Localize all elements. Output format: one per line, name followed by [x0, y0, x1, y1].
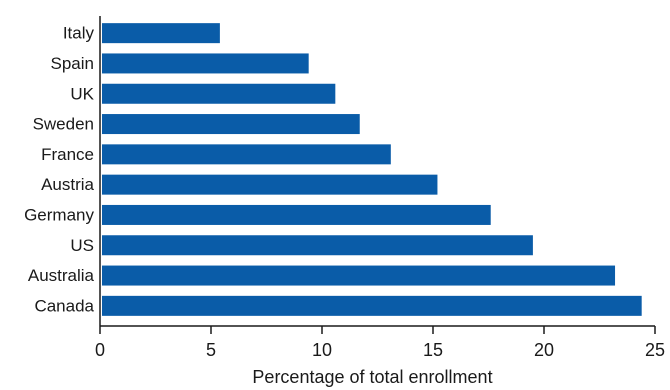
category-label-australia: Australia	[28, 266, 95, 285]
x-tick-label: 15	[423, 340, 443, 360]
category-label-spain: Spain	[51, 54, 94, 73]
x-axis-ticks: 0 5 10 15 20 25	[95, 326, 665, 360]
bar-sweden	[102, 114, 360, 135]
bar-uk	[102, 83, 336, 104]
category-label-france: France	[41, 145, 94, 164]
category-label-germany: Germany	[24, 205, 94, 224]
bar-us	[102, 235, 533, 256]
bar-france	[102, 144, 391, 165]
category-label-uk: UK	[70, 84, 94, 103]
x-tick-label: 5	[206, 340, 216, 360]
bar-germany	[102, 204, 491, 225]
bar-canada	[102, 295, 642, 316]
bar-italy	[102, 23, 220, 44]
bar-australia	[102, 265, 616, 286]
bar-spain	[102, 53, 309, 74]
category-label-austria: Austria	[41, 175, 94, 194]
x-tick-label: 0	[95, 340, 105, 360]
bar-austria	[102, 174, 438, 195]
category-label-canada: Canada	[34, 296, 94, 315]
category-label-us: US	[70, 236, 94, 255]
x-tick-label: 10	[312, 340, 332, 360]
x-tick-label: 25	[645, 340, 665, 360]
bars-group	[102, 23, 642, 316]
x-tick-label: 20	[534, 340, 554, 360]
x-axis-title: Percentage of total enrollment	[252, 367, 492, 387]
category-labels: Italy Spain UK Sweden France Austria Germany US…	[24, 24, 95, 316]
category-label-sweden: Sweden	[33, 115, 94, 134]
category-label-italy: Italy	[63, 24, 95, 43]
